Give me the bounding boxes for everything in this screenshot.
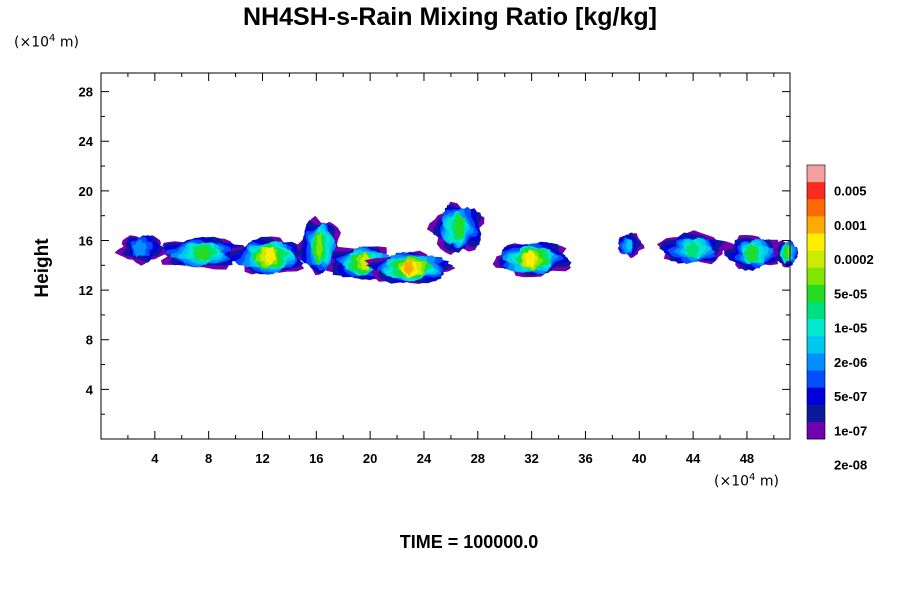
colorbar-band <box>807 387 825 406</box>
colorbar-label: 5e-07 <box>834 389 867 404</box>
heatmap-contour <box>194 244 212 262</box>
colorbar-band <box>807 353 825 371</box>
y-tick-label: 24 <box>79 134 94 149</box>
heatmap-contour <box>265 246 276 266</box>
colorbar-band <box>807 284 825 303</box>
y-tick-label: 28 <box>79 85 93 100</box>
colorbar-label: 5e-05 <box>834 286 867 301</box>
x-tick-label: 16 <box>309 451 323 466</box>
colorbar-band <box>807 233 825 252</box>
x-axis: 4 8 12 16 20 24 28 32 36 40 44 48 <box>127 73 775 466</box>
heatmap-contour <box>686 241 700 258</box>
colorbar-frame <box>806 164 826 440</box>
heatmap-contour <box>403 260 415 276</box>
x-tick-label: 20 <box>363 451 377 466</box>
y-axis: 4 8 12 16 20 24 28 <box>79 85 790 415</box>
colorbar-label: 2e-06 <box>834 355 867 370</box>
x-tick-label: 44 <box>686 451 701 466</box>
x-tick-label: 48 <box>740 451 754 466</box>
heatmap-contour <box>360 253 371 271</box>
x-tick-label: 32 <box>524 451 538 466</box>
colorbar-band <box>807 370 825 389</box>
colorbar-label: 0.0002 <box>834 252 874 267</box>
colorbar-band <box>807 199 825 217</box>
colorbar-band <box>807 165 825 183</box>
x-tick-label: 36 <box>578 451 592 466</box>
x-tick-label: 12 <box>255 451 269 466</box>
x-tick-label: 4 <box>151 451 159 466</box>
colorbar-label: 2e-08 <box>834 458 867 473</box>
colorbar-band <box>807 250 825 269</box>
colorbar-band <box>807 421 825 440</box>
y-tick-label: 20 <box>79 184 93 199</box>
y-tick-label: 4 <box>86 382 94 397</box>
heatmap-field <box>114 201 799 284</box>
y-tick-label: 8 <box>86 333 93 348</box>
colorbar-band <box>807 302 825 320</box>
x-tick-label: 40 <box>632 451 646 466</box>
colorbar-band <box>807 336 825 354</box>
colorbar-band <box>807 216 825 234</box>
x-axis-unit: (×104 m) <box>714 472 779 490</box>
colorbar-label: 0.005 <box>834 184 867 199</box>
x-tick-label: 28 <box>471 451 485 466</box>
heatmap-contour <box>132 239 147 257</box>
chart-title: NH4SH-s-Rain Mixing Ratio [kg/kg] <box>243 3 657 31</box>
colorbar-band <box>807 182 825 200</box>
colorbar-band <box>807 319 825 337</box>
colorbar: 0.005 0.001 0.0002 5e-05 1e-05 2e-06 5e-07 1e-0… <box>806 164 874 473</box>
colorbar-label: 1e-07 <box>834 423 867 438</box>
heatmap-contour <box>525 249 535 266</box>
heatmap-contour <box>316 232 323 261</box>
plot-frame <box>100 72 791 440</box>
y-axis-unit: (×104 m) <box>14 33 79 51</box>
colorbar-band <box>807 404 825 423</box>
heatmap-contour <box>454 214 464 240</box>
y-tick-label: 12 <box>79 283 93 298</box>
y-tick-label: 16 <box>79 233 93 248</box>
x-tick-label: 8 <box>205 451 212 466</box>
heatmap-contour <box>746 243 757 263</box>
colorbar-band <box>807 267 825 286</box>
x-tick-label: 24 <box>417 451 432 466</box>
heatmap-contour <box>626 238 633 253</box>
colorbar-label: 0.001 <box>834 218 867 233</box>
time-label: TIME = 100000.0 <box>399 532 539 552</box>
colorbar-label: 1e-05 <box>834 321 867 336</box>
